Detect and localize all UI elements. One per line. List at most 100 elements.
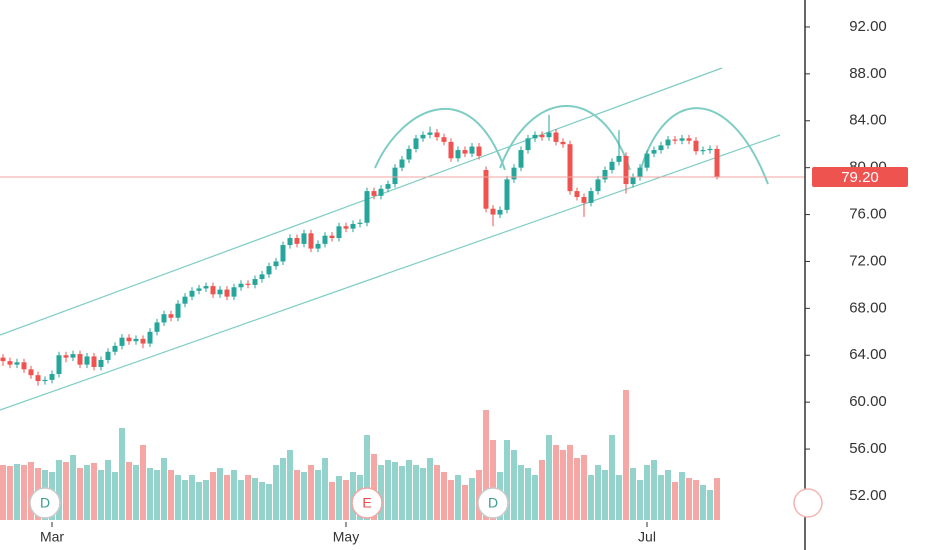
candle-body bbox=[497, 209, 503, 215]
volume-bar bbox=[168, 470, 174, 520]
candle-body bbox=[700, 150, 706, 152]
candle-body bbox=[525, 138, 531, 151]
channel-upper bbox=[0, 67, 723, 336]
candle-body bbox=[112, 345, 118, 352]
volume-bar bbox=[553, 445, 559, 520]
volume-bar bbox=[91, 463, 97, 520]
y-tick-label: 72.00 bbox=[849, 252, 887, 269]
last-price-box bbox=[812, 167, 908, 188]
volume-bar bbox=[105, 460, 111, 520]
candle-body bbox=[539, 134, 545, 138]
candle-body bbox=[546, 132, 552, 138]
candle-body bbox=[147, 331, 153, 344]
volume-bar bbox=[609, 435, 615, 520]
candle-body bbox=[490, 208, 496, 215]
candle-body bbox=[679, 138, 685, 141]
event-marker bbox=[29, 487, 61, 519]
y-tick-label: 92.00 bbox=[849, 18, 887, 35]
volume-bar bbox=[679, 472, 685, 520]
volume-bar bbox=[427, 458, 433, 520]
candle-body bbox=[588, 191, 594, 203]
candle-body bbox=[581, 196, 587, 203]
candle-layer bbox=[0, 114, 805, 386]
volume-bar bbox=[196, 482, 202, 520]
volume-bar bbox=[189, 475, 195, 520]
volume-bar bbox=[546, 435, 552, 520]
volume-bar bbox=[203, 480, 209, 520]
volume-bar bbox=[700, 485, 706, 520]
x-tick-label: Jul bbox=[638, 529, 656, 545]
volume-bar bbox=[532, 475, 538, 520]
candle-body bbox=[518, 150, 524, 168]
volume-bar bbox=[581, 455, 587, 520]
y-tick-label: 84.00 bbox=[849, 112, 887, 129]
candle-body bbox=[63, 355, 69, 358]
candle-body bbox=[462, 150, 468, 154]
volume-bar bbox=[14, 464, 20, 520]
candle-body bbox=[238, 283, 244, 288]
volume-bar bbox=[126, 462, 132, 520]
candle-body bbox=[357, 222, 363, 224]
volume-bar bbox=[28, 462, 34, 520]
volume-bar bbox=[21, 465, 27, 520]
candle-body bbox=[133, 338, 139, 342]
volume-bar bbox=[686, 478, 692, 520]
candle-body bbox=[595, 179, 601, 192]
candle-body bbox=[658, 145, 664, 151]
volume-bar bbox=[210, 472, 216, 520]
axis-background bbox=[806, 0, 932, 550]
volume-layer bbox=[0, 390, 720, 520]
candle-body bbox=[287, 238, 293, 246]
volume-bar bbox=[182, 480, 188, 520]
candle-body bbox=[259, 274, 265, 280]
volume-bar bbox=[231, 470, 237, 520]
volume-bar bbox=[693, 480, 699, 520]
candle-body bbox=[504, 179, 510, 210]
volume-bar bbox=[140, 445, 146, 520]
candle-body bbox=[385, 184, 391, 189]
volume-bar bbox=[84, 465, 90, 520]
volume-bar bbox=[413, 465, 419, 520]
volume-bar bbox=[280, 458, 286, 520]
y-tick-label: 56.00 bbox=[849, 440, 887, 457]
candle-body bbox=[70, 354, 76, 358]
candle-body bbox=[441, 137, 447, 142]
candle-body bbox=[609, 161, 615, 171]
candle-body bbox=[161, 314, 167, 323]
candle-body bbox=[231, 287, 237, 297]
volume-bar bbox=[665, 470, 671, 520]
volume-bar bbox=[378, 465, 384, 520]
event-label: D bbox=[40, 495, 50, 511]
event-marker bbox=[477, 487, 509, 519]
volume-bar bbox=[112, 472, 118, 520]
candle-body bbox=[140, 338, 146, 344]
volume-bar bbox=[70, 455, 76, 520]
candle-body bbox=[665, 139, 671, 146]
volume-bar bbox=[224, 475, 230, 520]
candle-body bbox=[329, 235, 335, 239]
candle-body bbox=[469, 146, 475, 154]
candle-body bbox=[350, 223, 356, 229]
volume-bar bbox=[315, 470, 321, 520]
candle-body bbox=[560, 141, 566, 145]
volume-bar bbox=[518, 465, 524, 520]
candle-body bbox=[434, 132, 440, 138]
candle-body bbox=[651, 150, 657, 154]
volume-bar bbox=[644, 465, 650, 520]
volume-bar bbox=[147, 468, 153, 520]
volume-bar bbox=[63, 462, 69, 520]
volume-bar bbox=[322, 458, 328, 520]
candle-body bbox=[280, 245, 286, 262]
candle-body bbox=[301, 233, 307, 244]
volume-bar bbox=[217, 468, 223, 520]
event-label: E bbox=[362, 495, 371, 511]
volume-bar bbox=[273, 465, 279, 520]
y-tick-label: 64.00 bbox=[849, 346, 887, 363]
volume-bar bbox=[175, 475, 181, 520]
candle-body bbox=[0, 357, 6, 362]
candle-body bbox=[392, 167, 398, 185]
volume-bar bbox=[658, 475, 664, 520]
candle-body bbox=[91, 356, 97, 367]
candle-body bbox=[399, 159, 405, 168]
